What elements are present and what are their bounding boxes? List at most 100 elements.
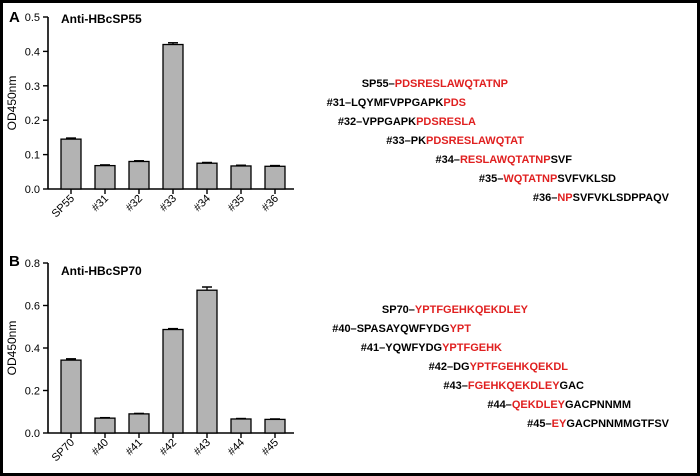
panel-letter-a: A — [9, 9, 20, 26]
sequence-epitope: PDS — [443, 97, 466, 109]
sequence-line-b: #43–FGEHKQEKDLEYGAC — [443, 380, 584, 392]
sequence-flank: YQWFYDG — [385, 342, 442, 354]
x-tick-label-b: #44 — [226, 437, 247, 458]
y-tick-label-b: 0.0 — [25, 428, 40, 440]
bar-a — [128, 160, 150, 190]
x-tick-label-b: #40 — [90, 437, 111, 458]
sequence-flank: SVFVKLSD — [557, 173, 616, 185]
sequence-epitope: QEKDLEY — [512, 399, 566, 411]
sequence-line-b: #40–SPASAYQWFYDGYPT — [332, 323, 471, 335]
sequence-flank: GACPNNMM — [565, 399, 631, 411]
bar-a — [94, 164, 116, 190]
y-tick-label-b: 0.6 — [25, 301, 40, 313]
y-axis-label-a: OD450nm — [5, 76, 19, 131]
sequence-name: #44– — [487, 399, 511, 411]
bar-a — [230, 165, 252, 190]
bar-b — [230, 418, 252, 434]
sequence-name: #45– — [527, 418, 551, 430]
sequence-epitope: NP — [557, 192, 572, 204]
bar-b — [60, 359, 82, 434]
sequence-line-b: #44–QEKDLEYGACPNNMM — [487, 399, 631, 411]
bar-b — [162, 328, 184, 434]
sequence-epitope: RESLAWQTATNP — [460, 154, 551, 166]
sequence-name: #40– — [332, 323, 356, 335]
x-tick-label-b: #41 — [124, 437, 145, 458]
x-tick-label-b: #43 — [192, 437, 213, 458]
sequence-line-a: #33–PKPDSRESLAWQTAT — [386, 135, 524, 147]
x-tick-label-a: SP55 — [50, 193, 78, 221]
bar-a — [264, 165, 286, 190]
y-tick-label-a: 0.2 — [25, 115, 40, 127]
sequence-flank: DG — [453, 361, 470, 373]
sequence-epitope: PDSRESLAWQTAT — [426, 135, 524, 147]
sequence-flank: LQYMFVPPGAPK — [351, 97, 443, 109]
y-tick-label-a: 0.5 — [25, 12, 40, 24]
y-tick-label-a: 0.0 — [25, 184, 40, 196]
y-tick-label-a: 0.4 — [25, 46, 40, 58]
bar-b — [128, 413, 150, 434]
x-tick-label-a: #31 — [90, 193, 111, 214]
sequence-line-b: #41–YQWFYDGYPTFGEHK — [361, 342, 502, 354]
sequence-line-a: SP55–PDSRESLAWQTATNP — [362, 78, 508, 90]
y-tick-label-b: 0.4 — [25, 343, 40, 355]
sequence-flank: GAC — [560, 380, 585, 392]
y-tick-label-b: 0.2 — [25, 386, 40, 398]
sequence-name: #32– — [338, 116, 362, 128]
bar-a — [60, 138, 82, 190]
x-tick-label-b: #45 — [260, 437, 281, 458]
sequence-epitope: PDSRESLA — [416, 116, 476, 128]
sequence-epitope: EY — [552, 418, 567, 430]
figure-canvas: A 0.0 0.1 0.2 0.3 0.4 0.5 OD450nm Anti-HBcSP55 SP… — [5, 9, 670, 465]
sequence-line-a: #32–VPPGAPKPDSRESLA — [338, 116, 476, 128]
sequence-name: #34– — [435, 154, 459, 166]
x-tick-label-b: SP70 — [50, 437, 78, 465]
x-tick-label-a: #32 — [124, 193, 145, 214]
sequence-line-b: SP70–YPTFGEHKQEKDLEY — [382, 304, 529, 316]
sequence-epitope: YPTFGEHKQEKDLEY — [415, 304, 529, 316]
x-tick-label-a: #34 — [192, 193, 213, 214]
sequence-name: #42– — [429, 361, 453, 373]
sequence-line-b: #45–EYGACPNNMMGTFSV — [527, 418, 669, 430]
sequence-line-a: #35–WQTATNPSVFVKLSD — [479, 173, 616, 185]
chart-title-b: Anti-HBcSP70 — [61, 264, 142, 278]
sequence-epitope: WQTATNP — [503, 173, 557, 185]
sequence-line-b: #42–DGYPTFGEHKQEKDL — [429, 361, 569, 373]
sequence-name: #43– — [443, 380, 467, 392]
sequence-line-a: #31–LQYMFVPPGAPKPDS — [327, 97, 466, 109]
sequence-flank: SVF — [551, 154, 573, 166]
sequence-flank: SVFVKLSDPPAQV — [573, 192, 670, 204]
sequence-name: #35– — [479, 173, 503, 185]
bar-a — [162, 43, 184, 190]
panel-letter-b: B — [9, 253, 20, 270]
sequence-epitope: YPT — [450, 323, 472, 335]
sequence-epitope: PDSRESLAWQTATNP — [395, 78, 508, 90]
y-axis-label-b: OD450nm — [5, 321, 19, 376]
bar-a — [196, 162, 218, 190]
sequence-name: SP55– — [362, 78, 395, 90]
bar-b — [94, 417, 116, 434]
y-tick-label-a: 0.1 — [25, 150, 40, 162]
bar-b — [196, 289, 218, 434]
sequence-name: #36– — [533, 192, 557, 204]
x-tick-label-a: #33 — [158, 193, 179, 214]
sequence-flank: SPASAYQWFYDG — [357, 323, 450, 335]
x-tick-label-a: #35 — [226, 193, 247, 214]
sequence-name: #33– — [386, 135, 410, 147]
sequence-flank: VPPGAPK — [362, 116, 416, 128]
x-tick-label-a: #36 — [260, 193, 281, 214]
y-tick-label-b: 0.8 — [25, 258, 40, 270]
sequence-name: SP70– — [382, 304, 415, 316]
chart-title-a: Anti-HBcSP55 — [61, 12, 142, 26]
sequence-epitope: YPTFGEHK — [442, 342, 502, 354]
sequence-name: #31– — [327, 97, 351, 109]
sequence-flank: GACPNNMMGTFSV — [566, 418, 669, 430]
sequence-name: #41– — [361, 342, 385, 354]
bar-b — [264, 418, 286, 434]
sequence-line-a: #36–NPSVFVKLSDPPAQV — [533, 192, 670, 204]
x-tick-label-b: #42 — [158, 437, 179, 458]
sequence-line-a: #34–RESLAWQTATNPSVF — [435, 154, 572, 166]
sequence-epitope: YPTFGEHKQEKDL — [470, 361, 569, 373]
sequence-epitope: FGEHKQEKDLEY — [468, 380, 560, 392]
y-tick-label-a: 0.3 — [25, 81, 40, 93]
